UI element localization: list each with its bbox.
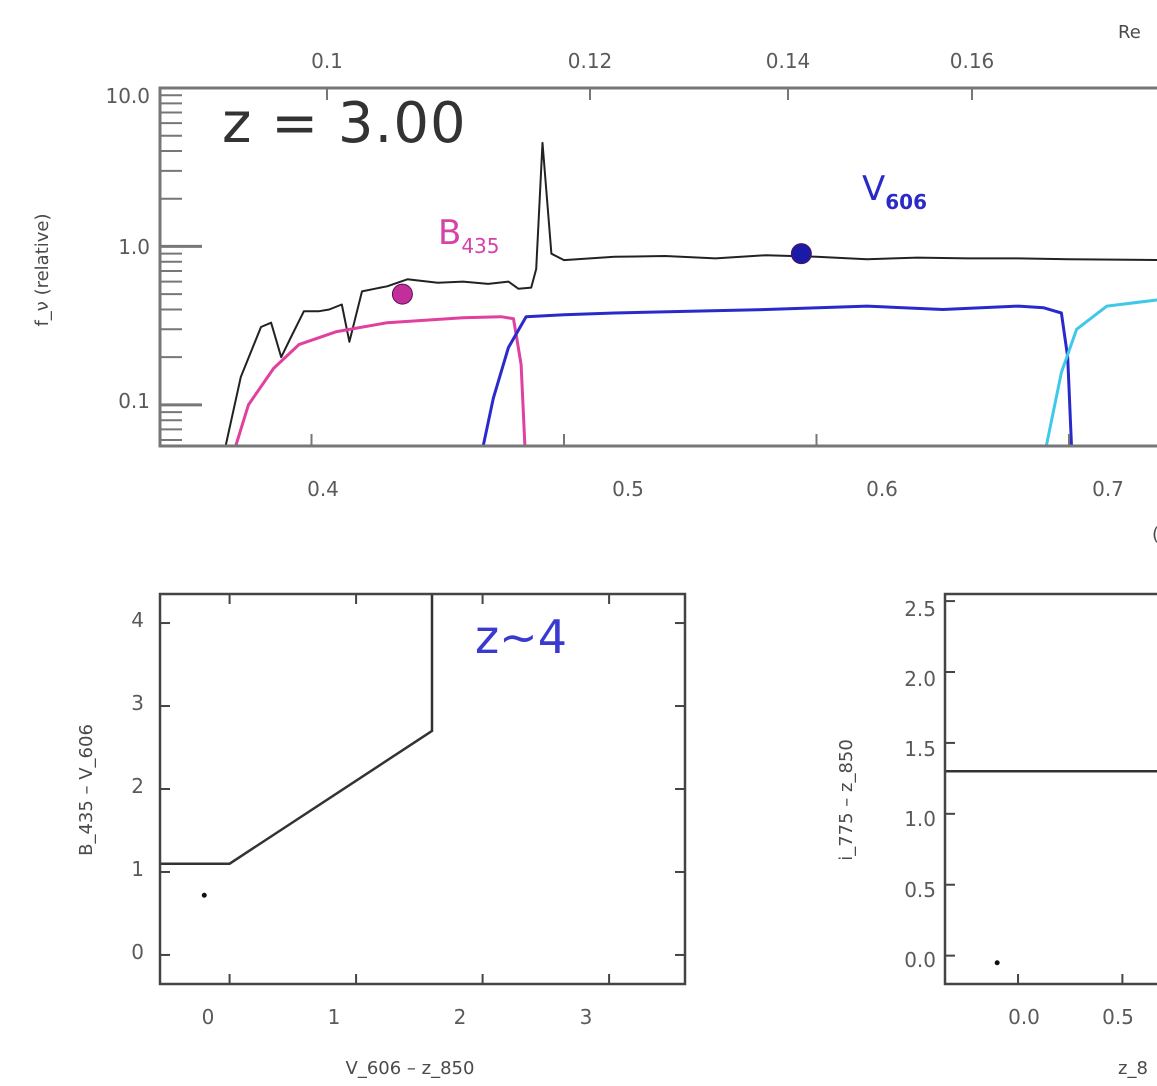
sed-ylabel: f_ν (relative) [32, 213, 53, 326]
sed-series-layer [224, 141, 1157, 447]
z4-plot-content [160, 594, 434, 898]
b435-marker [391, 283, 413, 305]
sed-bottom-xlabel-fragment: ( [1152, 524, 1157, 545]
filter-markers [391, 243, 812, 305]
z4-ytick-label: 0 [131, 940, 144, 964]
sed-top-xtick-label: 0.14 [766, 49, 811, 73]
v606-marker [790, 243, 812, 265]
v606-label: V606 [862, 169, 927, 214]
sed-xtick-label: 0.4 [307, 477, 339, 501]
second-ytick-label: 1.0 [904, 807, 936, 831]
z4-xtick-label: 1 [328, 1005, 341, 1029]
second-plot-frame [943, 592, 1157, 986]
z4-xtick-label: 2 [454, 1005, 467, 1029]
second-ytick-label: 2.5 [904, 597, 936, 621]
second-tick-marks [945, 600, 1124, 984]
second-ytick-label: 2.0 [904, 667, 936, 691]
z4-xtick-label: 3 [580, 1005, 593, 1029]
galaxy-sed-line [224, 141, 1157, 447]
second-ytick-label: 0.5 [904, 878, 936, 902]
color-color-second-panel: 0.0 0.5 0.0 0.5 1.0 1.5 2.0 2.5 i_775 – … [836, 592, 1157, 1079]
z4-selection-boundary [160, 594, 434, 865]
sed-xtick-label: 0.5 [612, 477, 644, 501]
z4-annotation: z~4 [475, 610, 567, 664]
sed-panel: z = 3.00 B435 V606 0.4 0.5 0.6 0.7 0.1 0… [32, 22, 1157, 545]
second-xtick-label: 0.0 [1008, 1005, 1040, 1029]
second-xtick-label: 0.5 [1102, 1005, 1134, 1029]
z4-ytick-label: 1 [131, 857, 144, 881]
b435-filter-line [234, 315, 527, 447]
b435-label: B435 [438, 213, 500, 258]
z4-ylabel: B_435 – V_606 [76, 724, 97, 856]
sed-ytick-label: 1.0 [118, 235, 150, 259]
second-ytick-label: 0.0 [904, 948, 936, 972]
sed-top-xtick-label: 0.12 [568, 49, 613, 73]
v606-filter-line [481, 304, 1073, 447]
second-ytick-label: 1.5 [904, 737, 936, 761]
second-data-point [994, 960, 1000, 966]
second-plot-content [945, 770, 1157, 966]
sed-xtick-label: 0.6 [866, 477, 898, 501]
z4-xtick-label: 0 [202, 1005, 215, 1029]
second-xlabel-fragment: z_8 [1118, 1058, 1148, 1079]
sed-ytick-label: 0.1 [118, 389, 150, 413]
z4-xlabel: V_606 – z_850 [346, 1058, 475, 1079]
sed-ytick-label: 10.0 [105, 84, 150, 108]
color-color-z4-panel: z~4 0 1 2 3 0 1 2 3 4 V_606 – z_850 B_43… [76, 592, 687, 1079]
sed-xtick-label: 0.7 [1092, 477, 1124, 501]
redshift-label: z = 3.00 [222, 91, 467, 156]
next-filter-line [1044, 298, 1157, 447]
z4-plot-frame [158, 592, 687, 986]
second-ylabel: i_775 – z_850 [836, 739, 857, 861]
sed-top-xlabel-fragment: Re [1118, 22, 1141, 43]
sed-top-xtick-label: 0.16 [950, 49, 995, 73]
z4-ytick-label: 3 [131, 691, 144, 715]
sed-top-xtick-label: 0.1 [311, 49, 343, 73]
z4-data-point [201, 892, 207, 898]
sed-plot-frame [158, 86, 1157, 448]
z4-tick-marks [160, 594, 685, 984]
z4-ytick-label: 4 [131, 608, 144, 632]
z4-ytick-label: 2 [131, 774, 144, 798]
